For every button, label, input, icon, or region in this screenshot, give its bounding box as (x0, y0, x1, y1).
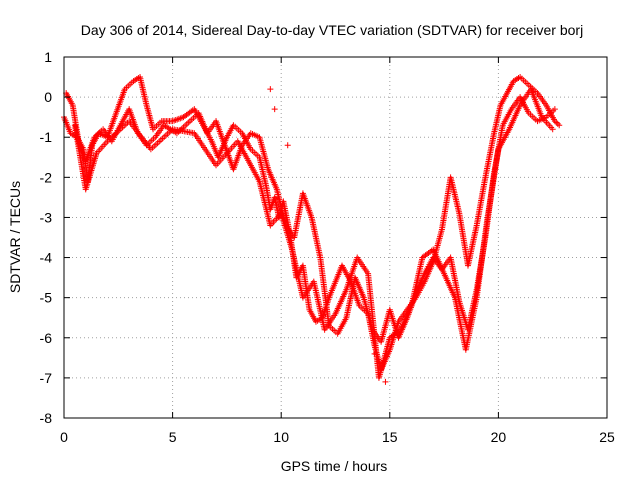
y-tick-label: -5 (40, 290, 53, 306)
x-tick-label: 0 (60, 429, 68, 445)
x-axis-label: GPS time / hours (281, 458, 388, 474)
grid-lines (64, 57, 607, 418)
y-tick-label: -8 (40, 410, 53, 426)
data-point (267, 86, 274, 93)
y-tick-label: -2 (40, 169, 53, 185)
y-tick-label: -1 (40, 129, 53, 145)
x-tick-label: 15 (382, 429, 398, 445)
y-tick-label: -7 (40, 370, 53, 386)
axis-ticks (63, 56, 608, 419)
series-secondary-trace (63, 90, 558, 345)
series-lower-trace (71, 86, 556, 381)
x-tick-label: 25 (599, 429, 615, 445)
x-tick-label: 10 (273, 429, 289, 445)
data-point (551, 118, 558, 125)
data-point (554, 120, 561, 127)
data-point (371, 350, 378, 357)
data-points (61, 74, 563, 385)
data-point (556, 122, 563, 129)
x-tick-label: 20 (491, 429, 507, 445)
data-point (551, 106, 558, 113)
data-point (553, 119, 560, 126)
y-tick-label: -4 (40, 250, 53, 266)
data-point (549, 126, 556, 133)
data-point (284, 142, 291, 149)
y-tick-label: 0 (44, 89, 52, 105)
chart-title: Day 306 of 2014, Sidereal Day-to-day VTE… (81, 22, 583, 38)
series-outliers (267, 86, 389, 385)
plot-frame (63, 56, 608, 419)
x-tick-label: 5 (169, 429, 177, 445)
y-tick-label: -6 (40, 330, 53, 346)
y-tick-label: -3 (40, 209, 53, 225)
data-point (271, 106, 278, 113)
y-tick-label: 1 (44, 49, 52, 65)
y-axis-label: SDTVAR / TECUs (7, 181, 23, 293)
axis-tick-labels: 0 5 10 15 20 25 -8 -7 -6 -5 -4 -3 -2 -1 0 1 (40, 49, 615, 445)
data-point (382, 378, 389, 385)
